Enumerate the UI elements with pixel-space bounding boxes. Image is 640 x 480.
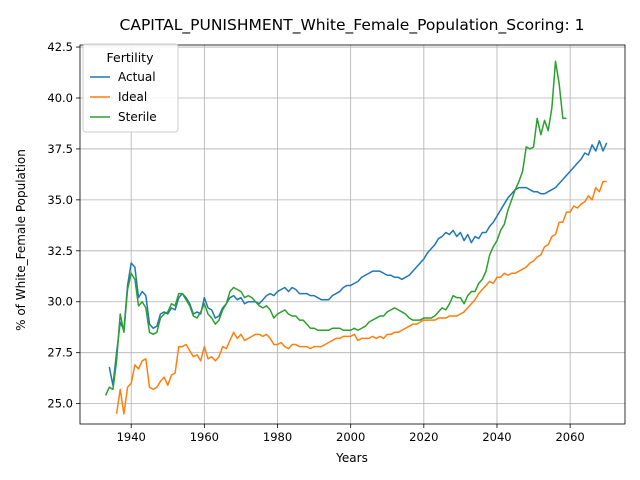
y-tick-label: 30.0	[47, 295, 73, 309]
x-tick-label: 1980	[263, 430, 292, 444]
x-axis-label: Years	[335, 451, 368, 465]
y-tick-label: 32.5	[47, 244, 73, 258]
series-layer	[104, 60, 608, 415]
legend-entries: Actual Ideal Sterile	[90, 70, 157, 124]
y-axis-ticks: 25.0 27.5 30.0 32.5 35.0 37.5 40.0 42.5	[47, 40, 80, 411]
y-axis-label: % of White_Female Population	[14, 149, 28, 331]
chart-title: CAPITAL_PUNISHMENT_White_Female_Populati…	[120, 16, 585, 35]
grid	[80, 45, 625, 424]
x-tick-label: 2020	[409, 430, 438, 444]
legend-title: Fertility	[107, 50, 155, 65]
legend-label-actual: Actual	[118, 70, 156, 84]
y-tick-label: 37.5	[47, 142, 73, 156]
x-tick-label: 2060	[555, 430, 584, 444]
plot-frame	[79, 44, 626, 425]
x-tick-label: 2040	[482, 430, 511, 444]
x-tick-label: 1960	[190, 430, 219, 444]
y-tick-label: 35.0	[47, 193, 73, 207]
x-tick-label: 2000	[336, 430, 365, 444]
x-tick-label: 1940	[117, 430, 146, 444]
legend-box	[82, 43, 179, 133]
y-tick-label: 25.0	[47, 397, 73, 411]
y-tick-label: 40.0	[47, 91, 73, 105]
legend: Fertility Actual Ideal Sterile	[82, 43, 179, 133]
legend-label-sterile: Sterile	[118, 110, 157, 124]
x-axis-ticks: 1940 1960 1980 2000 2020 2040 2060	[117, 424, 585, 444]
series-line-sterile	[104, 60, 567, 396]
legend-label-ideal: Ideal	[118, 90, 147, 104]
series-line-ideal	[115, 180, 607, 415]
y-tick-label: 42.5	[47, 40, 73, 54]
y-tick-label: 27.5	[47, 346, 73, 360]
